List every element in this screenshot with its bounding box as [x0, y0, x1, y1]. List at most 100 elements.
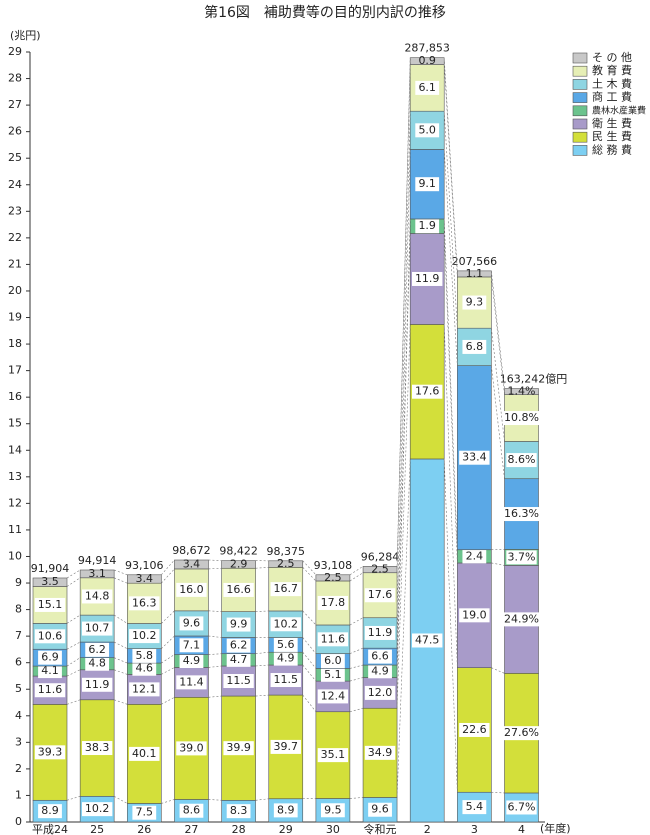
- x-tick-label: 3: [471, 823, 478, 835]
- label-bg: [368, 664, 392, 679]
- label-bg: [368, 649, 392, 664]
- label-bg: [364, 745, 396, 760]
- label-bg: [503, 726, 540, 741]
- label-bg: [81, 802, 113, 817]
- label-bg: [462, 295, 487, 310]
- value-label: 24.9%: [504, 612, 539, 625]
- connector: [491, 791, 505, 794]
- connector: [161, 559, 175, 575]
- value-label: 8.6: [183, 804, 201, 817]
- y-tick-label: 27: [8, 98, 22, 111]
- connector: [66, 569, 81, 579]
- value-label: 6.2: [88, 643, 106, 656]
- connector: [208, 695, 222, 698]
- label-bg: [317, 748, 349, 763]
- y-tick-label: 25: [8, 151, 22, 164]
- connector: [208, 610, 222, 612]
- legend-swatch: [572, 145, 588, 156]
- legend-swatch: [572, 105, 588, 117]
- label-bg: [132, 648, 157, 663]
- bar-segment: [79, 569, 115, 579]
- label-bg: [273, 803, 298, 818]
- value-label: 2.4: [466, 549, 484, 562]
- connector: [349, 797, 364, 799]
- connector: [491, 270, 505, 389]
- y-tick-label: 13: [8, 470, 22, 483]
- connector: [349, 677, 364, 682]
- y-tick-label: 5: [15, 682, 22, 695]
- connector: [443, 111, 458, 329]
- label-bg: [270, 582, 301, 597]
- value-label: 17.8: [321, 596, 346, 609]
- value-label: 11.5: [226, 674, 251, 687]
- connector: [443, 233, 458, 563]
- label-bg: [270, 739, 301, 754]
- value-label: 6.9: [41, 651, 59, 664]
- connector: [302, 652, 317, 669]
- legend-label: 民 生 費: [592, 129, 632, 143]
- connector: [114, 699, 128, 705]
- label-bg: [364, 685, 396, 700]
- label-bg: [317, 595, 349, 610]
- connector: [255, 798, 269, 801]
- value-label: 9.3: [466, 296, 484, 309]
- x-tick-label: 28: [232, 823, 246, 835]
- label-bg: [317, 632, 349, 647]
- label-bg: [462, 800, 487, 815]
- connector: [302, 560, 317, 575]
- connector: [255, 664, 269, 667]
- label-bg: [223, 582, 254, 597]
- value-label: 4.9: [277, 652, 295, 665]
- connector: [443, 64, 458, 277]
- connector: [491, 562, 505, 566]
- total-label: 93,108: [314, 559, 353, 572]
- connector: [66, 641, 81, 650]
- value-label: 8.9: [277, 803, 295, 816]
- connector: [443, 57, 458, 271]
- x-tick-label: 25: [90, 823, 104, 835]
- y-tick-label: 1: [15, 788, 22, 801]
- y-tick-label: 20: [8, 284, 22, 297]
- connector: [396, 233, 411, 678]
- connector: [349, 617, 364, 626]
- x-tick-label: 令和元: [364, 822, 397, 835]
- connector: [302, 694, 317, 712]
- value-label: 38.3: [85, 741, 110, 754]
- legend-swatch: [572, 131, 588, 143]
- value-label: 9.6: [183, 616, 201, 629]
- chart-title: 第16図 補助費等の目的別内訳の推移: [204, 4, 446, 21]
- value-label: 4.7: [230, 653, 248, 666]
- value-label: 1.9: [418, 219, 436, 232]
- label-bg: [226, 804, 251, 819]
- value-label: 7.5: [136, 806, 154, 819]
- label-bg: [415, 80, 440, 95]
- label-bg: [459, 722, 490, 737]
- value-label: 2.5: [324, 571, 342, 584]
- total-label: 94,914: [78, 554, 117, 567]
- bar-segment: [362, 566, 398, 574]
- label-bg: [81, 741, 113, 756]
- label-bg: [176, 582, 207, 597]
- connector: [114, 641, 128, 649]
- label-bg: [415, 123, 440, 138]
- bar-segment: [221, 560, 256, 569]
- value-label: 7.1: [183, 638, 201, 651]
- connector: [302, 567, 317, 582]
- value-label: 47.5: [415, 633, 440, 646]
- connector: [396, 57, 411, 567]
- label-bg: [364, 625, 396, 640]
- value-label: 11.6: [321, 632, 346, 645]
- value-label: 10.2: [132, 629, 157, 642]
- y-tick-label: 11: [8, 523, 22, 536]
- y-tick-label: 29: [8, 45, 22, 58]
- label-bg: [226, 652, 251, 667]
- y-tick-label: 24: [8, 178, 22, 191]
- total-label: 96,284: [361, 550, 400, 563]
- y-tick-label: 21: [8, 257, 22, 270]
- total-label: 98,375: [267, 545, 306, 558]
- value-label: 9.6: [371, 803, 389, 816]
- value-label: 5.4: [466, 800, 484, 813]
- label-bg: [129, 682, 160, 697]
- label-bg: [273, 651, 298, 666]
- connector: [208, 665, 222, 668]
